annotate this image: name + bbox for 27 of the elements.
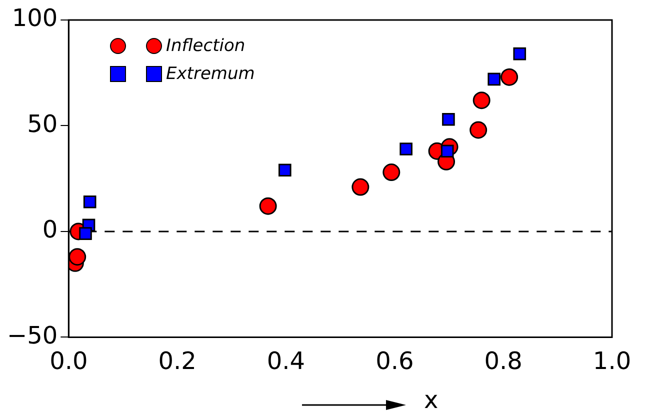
- point: [488, 72, 500, 86]
- y-tick-label: 0: [42, 216, 58, 244]
- x-tick-label: 1.0: [592, 346, 632, 375]
- point: [68, 248, 86, 266]
- point: [259, 197, 277, 215]
- point: [278, 164, 292, 177]
- y-tick-label: 100: [12, 4, 58, 32]
- legend-label: Inflection: [166, 36, 246, 56]
- y-tick-label: −50: [6, 321, 58, 350]
- point: [382, 164, 400, 182]
- point: [470, 121, 488, 139]
- point: [500, 68, 518, 86]
- x-axis-title: x: [424, 386, 438, 414]
- y-tick-label: 50: [27, 110, 58, 138]
- point: [79, 227, 92, 240]
- point: [352, 178, 370, 196]
- point: [83, 195, 96, 208]
- point: [400, 142, 412, 156]
- x-tick-label: 0.6: [376, 346, 414, 375]
- x-tick-label: 0.8: [484, 346, 522, 375]
- x-tick-label: 0.2: [158, 346, 196, 375]
- point: [442, 112, 455, 126]
- legend-label: Extremum: [166, 64, 255, 84]
- point: [472, 92, 490, 110]
- x-tick-label: 0.4: [266, 346, 306, 375]
- x-tick-label: 0.0: [50, 346, 88, 375]
- point: [513, 47, 526, 60]
